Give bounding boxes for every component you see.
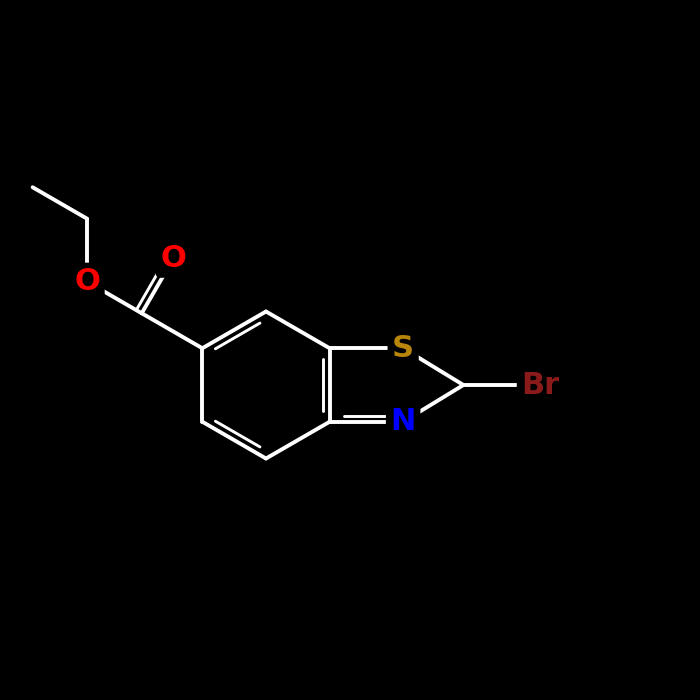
- Text: O: O: [74, 267, 100, 296]
- Text: O: O: [160, 244, 186, 273]
- Text: N: N: [391, 407, 416, 436]
- Text: Br: Br: [522, 370, 559, 400]
- Text: S: S: [392, 334, 414, 363]
